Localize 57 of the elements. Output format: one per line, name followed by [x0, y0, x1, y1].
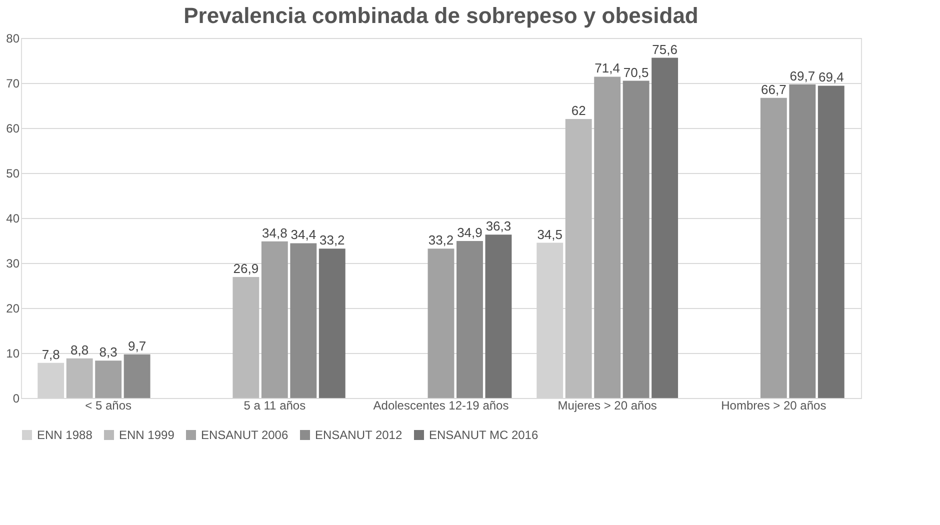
bar	[66, 358, 93, 398]
bar	[456, 240, 483, 398]
bar	[565, 119, 592, 398]
data-label: 62	[571, 103, 586, 118]
data-label: 34,4	[290, 227, 316, 242]
data-label: 69,7	[790, 68, 816, 84]
bar	[38, 362, 64, 398]
bar	[261, 241, 288, 398]
data-label: 36,3	[486, 218, 512, 234]
bar	[789, 84, 816, 398]
chart-title: Prevalencia combinada de sobrepeso y obesidad	[184, 3, 698, 28]
data-label: 33,2	[319, 232, 345, 248]
data-label: 34,5	[537, 226, 563, 242]
bar	[652, 58, 678, 398]
bar	[232, 276, 260, 398]
y-tick-label: 20	[6, 302, 20, 316]
bar	[95, 360, 122, 398]
bar	[124, 354, 150, 398]
bar	[760, 98, 787, 398]
legend-label: ENSANUT MC 2016	[429, 428, 538, 442]
y-tick-label: 80	[6, 32, 20, 46]
legend-label: ENSANUT 2012	[315, 428, 402, 442]
y-tick-label: 40	[6, 212, 20, 226]
data-label: 71,4	[594, 60, 620, 76]
bar	[485, 234, 512, 398]
bar	[622, 80, 650, 398]
y-tick-label: 30	[6, 256, 20, 270]
legend-label: ENN 1999	[119, 428, 175, 442]
x-tick-label: 5 a 11 años	[244, 398, 306, 412]
y-tick-label: 60	[6, 122, 20, 136]
data-label: 70,5	[623, 64, 649, 80]
bar	[428, 248, 454, 398]
legend-label: ENN 1988	[37, 428, 93, 442]
x-tick-label: Hombres > 20 años	[721, 398, 826, 412]
legend-label: ENSANUT 2006	[201, 428, 288, 442]
data-label: 34,9	[457, 224, 482, 240]
data-label: 69,4	[818, 70, 844, 85]
data-label: 34,8	[262, 225, 288, 240]
x-tick-label: Adolescentes 12-19 años	[373, 398, 509, 412]
data-label: 9,7	[128, 338, 146, 354]
x-tick-label: < 5 años	[85, 398, 132, 412]
data-label: 66,7	[761, 82, 786, 97]
data-label: 7,8	[42, 346, 60, 362]
bar	[594, 76, 621, 398]
y-tick-label: 70	[6, 76, 20, 90]
bar	[318, 248, 346, 398]
data-label: 75,6	[652, 42, 678, 57]
bar	[818, 86, 844, 398]
data-label: 8,3	[99, 344, 118, 360]
data-label: 8,8	[70, 342, 89, 358]
bar	[290, 243, 317, 398]
y-tick-label: 50	[6, 166, 20, 180]
y-tick-label: 10	[6, 346, 20, 360]
x-tick-label: Mujeres > 20 años	[558, 398, 657, 412]
data-label: 26,9	[233, 260, 259, 276]
data-label: 33,2	[428, 232, 454, 248]
y-tick-label: 0	[12, 392, 20, 406]
